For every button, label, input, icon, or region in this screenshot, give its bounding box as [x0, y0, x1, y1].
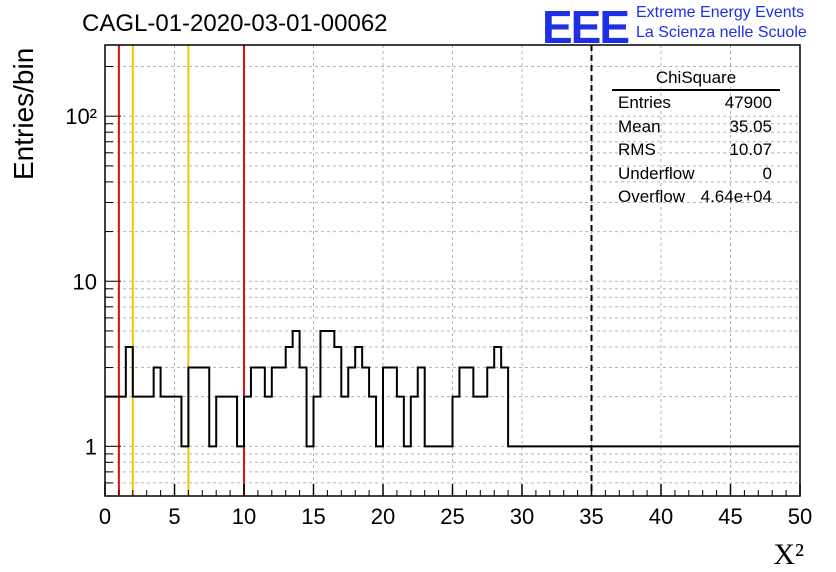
stats-box: ChiSquare Entries 47900 Mean 35.05 RMS 10.0… [612, 68, 780, 211]
x-axis-label: X² [773, 538, 804, 571]
stats-key: RMS [618, 140, 656, 159]
y-tick-label: 10² [65, 104, 97, 129]
stats-value: 35.05 [729, 116, 772, 136]
x-axis-ticks: 0 5 10 15 20 25 30 35 40 45 50 [99, 484, 812, 529]
logo-line-2: La Scienza nelle Scuole [636, 24, 807, 41]
y-axis-ticks: 1 10 10² [65, 66, 121, 484]
stats-row: Entries 47900 [612, 93, 780, 117]
x-tick-label: 5 [168, 504, 180, 529]
y-tick-label: 10 [73, 269, 97, 294]
stats-title: ChiSquare [612, 68, 780, 91]
x-tick-label: 25 [440, 504, 464, 529]
x-tick-label: 35 [579, 504, 603, 529]
stats-value: 4.64e+04 [700, 187, 772, 206]
logo-line-1: Extreme Energy Events [636, 4, 805, 21]
stats-key: Overflow [618, 187, 686, 206]
x-tick-label: 10 [232, 504, 256, 529]
x-tick-label: 0 [99, 504, 111, 529]
stats-row: Underflow 0 [612, 164, 780, 188]
grid-lines [105, 45, 800, 496]
x-tick-label: 15 [301, 504, 325, 529]
chart-title: CAGL-01-2020-03-01-00062 [82, 10, 388, 37]
stats-key: Underflow [618, 163, 695, 183]
histogram-outline [105, 329, 800, 448]
x-tick-label: 50 [788, 504, 812, 529]
x-tick-label: 30 [510, 504, 534, 529]
x-tick-label: 40 [649, 504, 673, 529]
stats-key: Entries [618, 93, 671, 112]
stats-key: Mean [618, 116, 661, 136]
stats-row: RMS 10.07 [612, 140, 780, 164]
stats-row: Mean 35.05 [612, 117, 780, 141]
stats-value: 0 [762, 163, 772, 183]
marker-lines [117, 45, 593, 496]
stats-value: 10.07 [729, 140, 772, 159]
y-axis-label: Entries/bin [8, 47, 39, 180]
stats-row: Overflow 4.64e+04 [612, 187, 780, 211]
stats-value: 47900 [724, 93, 772, 112]
x-tick-label: 45 [718, 504, 742, 529]
x-tick-label: 20 [371, 504, 395, 529]
eee-logo: EEE [542, 1, 630, 53]
y-tick-label: 1 [85, 434, 97, 459]
